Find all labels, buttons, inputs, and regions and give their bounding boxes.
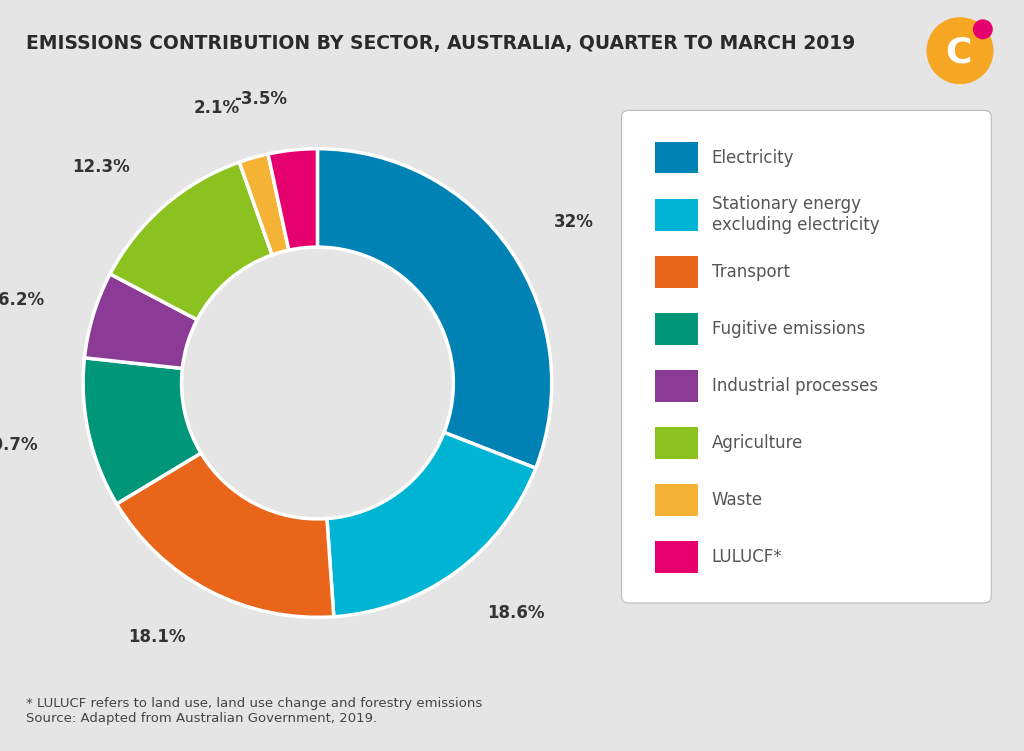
- Circle shape: [927, 18, 993, 83]
- Text: Agriculture: Agriculture: [712, 434, 803, 452]
- Wedge shape: [110, 162, 272, 320]
- Wedge shape: [83, 357, 201, 504]
- Text: 18.1%: 18.1%: [128, 628, 185, 646]
- Text: 2.1%: 2.1%: [194, 99, 240, 117]
- Text: Transport: Transport: [712, 263, 790, 281]
- Text: -3.5%: -3.5%: [234, 90, 287, 107]
- Text: Fugitive emissions: Fugitive emissions: [712, 320, 865, 338]
- Text: 32%: 32%: [553, 213, 593, 231]
- Text: EMISSIONS CONTRIBUTION BY SECTOR, AUSTRALIA, QUARTER TO MARCH 2019: EMISSIONS CONTRIBUTION BY SECTOR, AUSTRA…: [26, 34, 855, 53]
- Text: Electricity: Electricity: [712, 149, 795, 167]
- Text: 6.2%: 6.2%: [0, 291, 44, 309]
- Text: LULUCF*: LULUCF*: [712, 548, 782, 566]
- Wedge shape: [317, 149, 552, 468]
- Wedge shape: [85, 274, 198, 369]
- Text: 18.6%: 18.6%: [486, 605, 545, 623]
- Text: Industrial processes: Industrial processes: [712, 377, 878, 395]
- Text: 10.7%: 10.7%: [0, 436, 38, 454]
- Wedge shape: [117, 453, 334, 617]
- Text: Stationary energy
excluding electricity: Stationary energy excluding electricity: [712, 195, 880, 234]
- Circle shape: [974, 20, 992, 38]
- Wedge shape: [268, 149, 317, 250]
- Text: Waste: Waste: [712, 491, 763, 509]
- Wedge shape: [240, 154, 289, 255]
- Wedge shape: [327, 433, 536, 617]
- Text: 12.3%: 12.3%: [73, 158, 130, 176]
- Text: C: C: [945, 35, 972, 69]
- Text: * LULUCF refers to land use, land use change and forestry emissions
Source: Adap: * LULUCF refers to land use, land use ch…: [26, 697, 482, 725]
